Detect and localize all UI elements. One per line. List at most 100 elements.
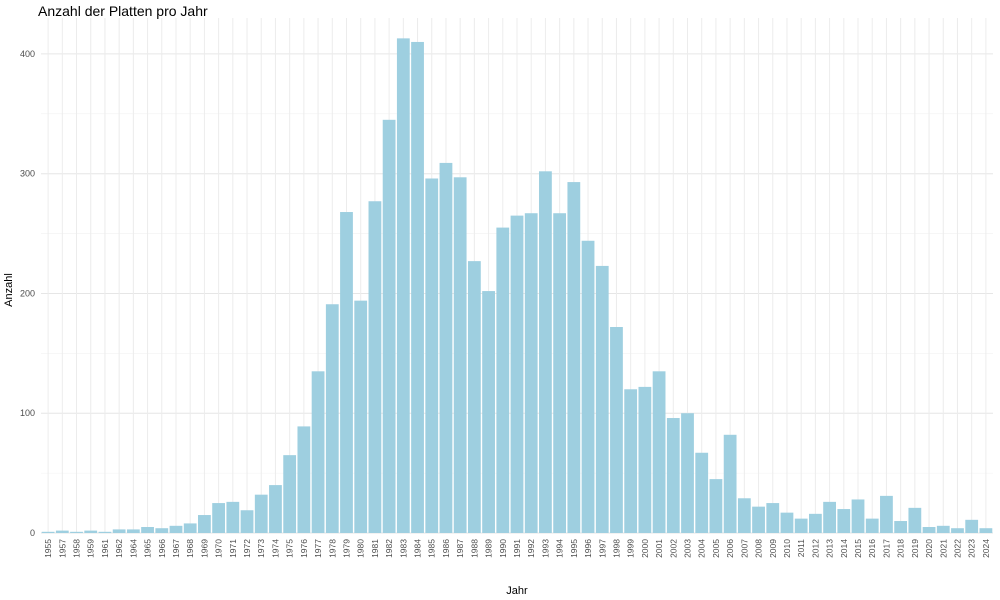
x-tick-label: 1989 <box>484 539 494 558</box>
chart-title: Anzahl der Platten pro Jahr <box>38 3 208 19</box>
bar <box>737 498 751 533</box>
bar <box>354 300 368 533</box>
bar <box>808 513 822 533</box>
bar <box>681 413 694 533</box>
x-tick-label: 2002 <box>668 539 678 558</box>
x-tick-label: 2006 <box>725 539 735 558</box>
bar <box>624 389 638 533</box>
bar <box>496 227 510 533</box>
x-tick-label: 1959 <box>86 539 96 558</box>
x-tick-label: 1993 <box>540 539 550 558</box>
x-tick-label: 2007 <box>739 539 749 558</box>
bar <box>922 527 936 533</box>
x-tick-label: 1971 <box>228 539 238 558</box>
x-tick-label: 2020 <box>924 539 934 558</box>
x-tick-label: 1998 <box>611 539 621 558</box>
x-tick-label: 1974 <box>270 539 280 558</box>
x-tick-label: 2024 <box>981 539 991 558</box>
bar <box>610 327 623 533</box>
bar <box>141 527 154 533</box>
y-tick-label: 100 <box>20 408 35 418</box>
bar <box>411 41 424 533</box>
x-tick-label: 1972 <box>242 539 252 558</box>
x-tick-label: 2014 <box>839 539 849 558</box>
bar <box>666 418 680 533</box>
x-tick-label: 1994 <box>555 539 565 558</box>
x-tick-label: 1979 <box>341 539 351 558</box>
x-tick-label: 1984 <box>413 539 423 558</box>
bar <box>41 531 55 533</box>
bar <box>70 531 83 533</box>
x-tick-label: 2001 <box>654 539 664 558</box>
x-tick-label: 1995 <box>569 539 579 558</box>
bar <box>368 201 382 533</box>
bar <box>794 518 808 533</box>
bar <box>880 495 893 533</box>
x-tick-label: 1962 <box>114 539 124 558</box>
x-tick-label: 2016 <box>867 539 877 558</box>
bar <box>951 528 964 533</box>
bar <box>439 162 453 533</box>
x-tick-label: 2023 <box>967 539 977 558</box>
bar <box>467 261 481 533</box>
bar <box>325 304 339 533</box>
x-tick-label: 1992 <box>526 539 536 558</box>
bar <box>155 528 169 533</box>
bar <box>283 455 297 533</box>
x-tick-label: 1991 <box>512 539 522 558</box>
bar <box>425 178 439 533</box>
x-tick-label: 1967 <box>171 539 181 558</box>
x-tick-label: 1969 <box>199 539 209 558</box>
bar <box>183 523 197 533</box>
bar <box>851 499 865 533</box>
x-tick-label: 1986 <box>441 539 451 558</box>
x-tick-label: 1997 <box>597 539 607 558</box>
x-tick-label: 1982 <box>384 539 394 558</box>
bar <box>553 213 567 533</box>
bar <box>126 529 140 533</box>
bar <box>212 503 226 533</box>
x-tick-label: 1996 <box>583 539 593 558</box>
bar <box>340 212 353 533</box>
bar <box>837 509 851 533</box>
x-tick-label: 1975 <box>285 539 295 558</box>
x-tick-label: 1990 <box>498 539 508 558</box>
x-tick-label: 2019 <box>910 539 920 558</box>
x-tick-label: 1977 <box>313 539 323 558</box>
bar <box>226 501 240 533</box>
bar <box>695 452 709 533</box>
bar <box>198 515 211 533</box>
x-tick-label: 2000 <box>640 539 650 558</box>
x-tick-label: 2010 <box>782 539 792 558</box>
bar <box>240 510 254 533</box>
y-tick-label: 200 <box>20 288 35 298</box>
bar <box>297 426 311 533</box>
x-tick-label: 2009 <box>768 539 778 558</box>
x-tick-label: 2013 <box>825 539 835 558</box>
bar <box>482 291 495 533</box>
bar <box>965 519 979 533</box>
x-tick-label: 1958 <box>72 539 82 558</box>
bar <box>595 265 609 533</box>
bar <box>112 529 126 533</box>
x-tick-label: 1957 <box>57 539 67 558</box>
x-tick-label: 1978 <box>327 539 337 558</box>
x-tick-label: 2021 <box>938 539 948 558</box>
x-tick-label: 1985 <box>427 539 437 558</box>
x-tick-label: 1968 <box>185 539 195 558</box>
bar <box>169 525 183 533</box>
bar <box>752 506 765 533</box>
x-tick-label: 1966 <box>157 539 167 558</box>
x-tick-label: 1987 <box>455 539 465 558</box>
bar <box>269 485 282 533</box>
x-axis-label: Jahr <box>506 585 528 597</box>
x-tick-label: 1980 <box>356 539 366 558</box>
x-tick-label: 2012 <box>810 539 820 558</box>
x-tick-label: 2008 <box>754 539 764 558</box>
x-tick-label: 1965 <box>143 539 153 558</box>
x-tick-label: 1964 <box>128 539 138 558</box>
bar <box>652 371 666 533</box>
x-tick-label: 1955 <box>43 539 53 558</box>
